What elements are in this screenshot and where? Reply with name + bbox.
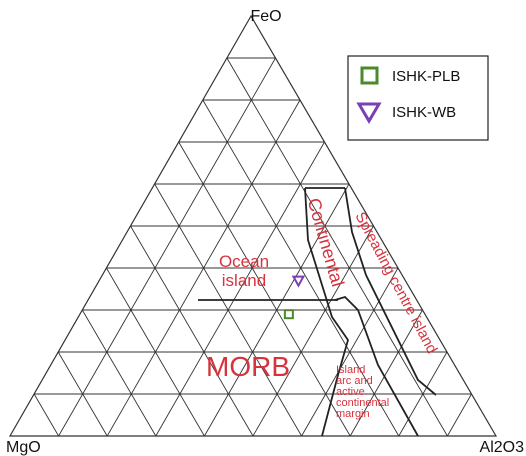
boundary-arc-east [334, 295, 419, 437]
grid-line-mgo [81, 309, 157, 437]
grid-line-al2o3 [349, 309, 423, 437]
field-boundaries [198, 187, 437, 437]
field-labels: Ocean island Continental Spreading centre i… [206, 196, 440, 420]
field-label-morb: MORB [206, 351, 290, 382]
data-point-ishk-wb [291, 275, 306, 288]
grid-line-mgo [33, 393, 59, 437]
vertex-label-mgo: MgO [6, 439, 41, 456]
grid-line-al2o3 [155, 141, 325, 437]
data-points [283, 275, 306, 320]
boundary-spreading [344, 187, 437, 396]
grid-line-al2o3 [252, 225, 374, 437]
grid-line-mgo [178, 141, 351, 437]
legend-label-wb: ISHK-WB [392, 104, 456, 121]
legend-box [347, 55, 489, 141]
vertex-label-al2o3: Al2O3 [480, 439, 525, 456]
field-label-continental: Continental [304, 196, 348, 289]
triangular-grid [8, 14, 498, 437]
field-label-ocean-island: Ocean island [219, 252, 269, 290]
legend-triangle-marker [356, 102, 382, 124]
grid-line-mgo [130, 225, 254, 437]
legend: ISHK-PLB ISHK-WB [347, 55, 489, 141]
grid-line-al2o3 [106, 99, 301, 437]
grid-line-mgo [202, 99, 400, 437]
vertex-label-feo: FeO [250, 8, 281, 25]
grid-line-al2o3 [447, 393, 472, 437]
boundary-arc-west [304, 187, 349, 437]
field-label-arc: Island arc and active continental margin [336, 364, 389, 420]
grid-line-mgo [226, 57, 448, 437]
legend-square-marker [360, 66, 379, 85]
data-point-ishk-plb [283, 309, 294, 320]
legend-label-plb: ISHK-PLB [392, 68, 460, 85]
grid-line-al2o3 [58, 57, 276, 437]
